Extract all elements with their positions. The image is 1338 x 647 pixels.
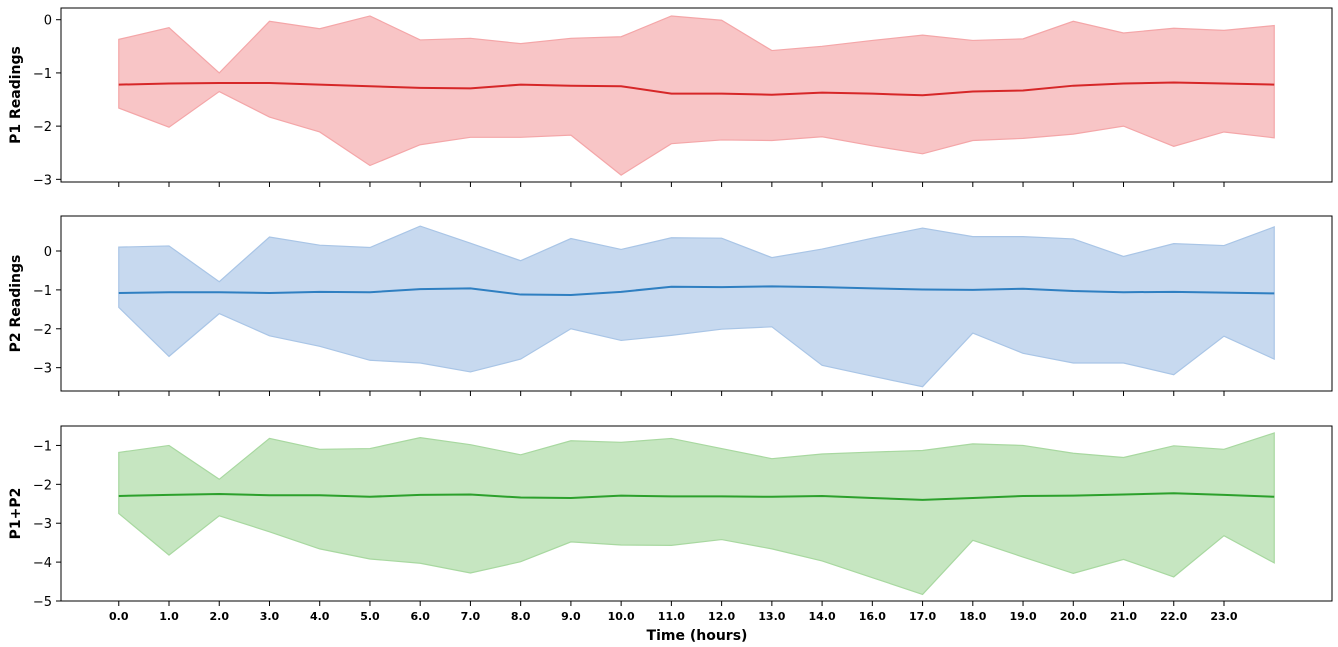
x-tick-label: 19.0 xyxy=(1009,610,1036,623)
x-tick-label: 9.0 xyxy=(561,610,581,623)
x-axis: 0.0 1.0 2.0 3.0 4.0 5.0 6.0 7.0 8.0 9.0 10.0 11.0 12… xyxy=(109,610,1238,623)
y-tick-label: −3 xyxy=(33,173,52,188)
x-tick-label: 3.0 xyxy=(260,610,280,623)
y-axis-label: P2 Readings xyxy=(8,255,24,353)
x-tick-label: 13.0 xyxy=(758,610,785,623)
y-axis-label: P1 Readings xyxy=(8,46,24,144)
panels: 0 −1 −2 −3 P1 Readings 0 −1 −2 −3 P2 Readings −1 −2… xyxy=(8,7,1333,610)
axes-frame xyxy=(60,425,1333,602)
axes-frame xyxy=(60,7,1333,183)
mean-line xyxy=(118,285,1275,296)
band-area xyxy=(118,432,1275,596)
y-tick-label: −2 xyxy=(33,323,52,338)
y-tick-label: −4 xyxy=(33,556,52,571)
y-tick-label: −5 xyxy=(33,595,52,610)
panel-1: 0 −1 −2 −3 P1 Readings xyxy=(8,7,1333,188)
x-tick-label: 14.0 xyxy=(809,610,836,623)
x-tick-label: 6.0 xyxy=(410,610,430,623)
y-axis-label: P1+P2 xyxy=(8,488,24,540)
x-tick-label: 22.0 xyxy=(1160,610,1187,623)
axes-frame xyxy=(60,215,1333,392)
x-axis-label: Time (hours) xyxy=(647,628,748,644)
y-tick-label: −3 xyxy=(33,362,52,377)
y-tick-label: −1 xyxy=(33,439,52,454)
y-tick-label: −3 xyxy=(33,517,52,532)
x-tick-label: 11.0 xyxy=(658,610,685,623)
panel-3: −1 −2 −3 −4 −5 P1+P2 xyxy=(8,425,1333,610)
x-tick-label: 17.0 xyxy=(909,610,936,623)
x-tick-label: 8.0 xyxy=(511,610,531,623)
x-tick-label: 18.0 xyxy=(959,610,986,623)
x-tick-label: 1.0 xyxy=(159,610,179,623)
x-tick-label: 12.0 xyxy=(708,610,735,623)
x-tick-label: 2.0 xyxy=(209,610,229,623)
y-tick-label: −2 xyxy=(33,478,52,493)
y-tick-label: 0 xyxy=(44,245,52,260)
mean-line xyxy=(118,492,1275,501)
x-tick-label: 16.0 xyxy=(859,610,886,623)
mean-line xyxy=(118,81,1275,97)
x-tick-label: 0.0 xyxy=(109,610,129,623)
x-tick-label: 5.0 xyxy=(360,610,380,623)
x-tick-label: 21.0 xyxy=(1110,610,1137,623)
x-tick-label: 10.0 xyxy=(608,610,635,623)
band-area xyxy=(118,225,1275,388)
x-tick-label: 4.0 xyxy=(310,610,330,623)
y-tick-label: −1 xyxy=(33,67,52,82)
y-tick-label: 0 xyxy=(44,14,52,29)
x-tick-label: 7.0 xyxy=(461,610,481,623)
x-tick-label: 23.0 xyxy=(1210,610,1237,623)
y-tick-label: −1 xyxy=(33,284,52,299)
panel-2: 0 −1 −2 −3 P2 Readings xyxy=(8,215,1333,396)
x-tick-label: 20.0 xyxy=(1060,610,1087,623)
band-area xyxy=(118,15,1275,176)
y-tick-label: −2 xyxy=(33,120,52,135)
